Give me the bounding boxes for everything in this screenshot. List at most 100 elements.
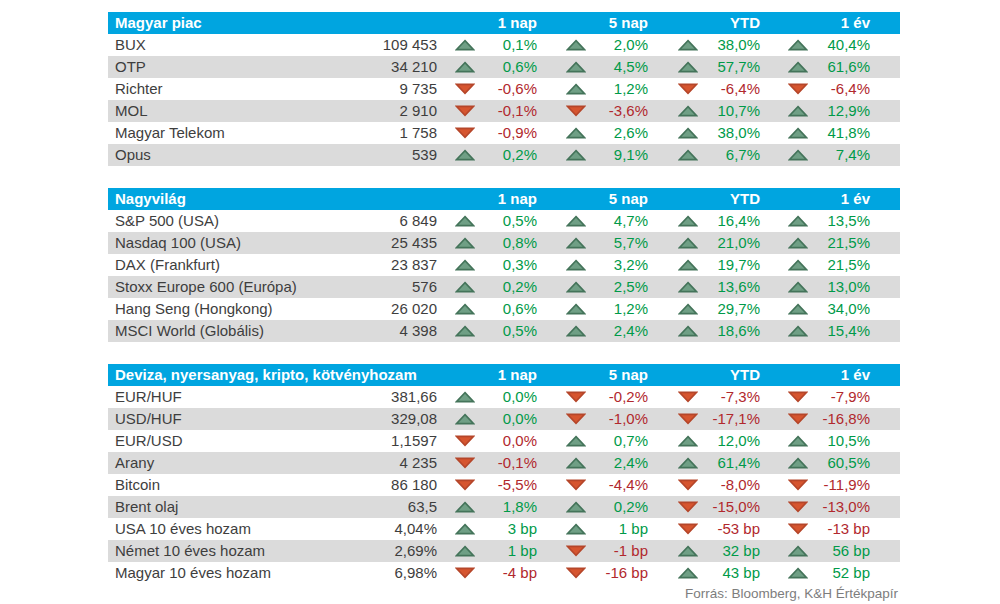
column-header: 5 nap <box>537 188 648 210</box>
change-cell: 9,1% <box>537 144 648 166</box>
change-value: 0,7% <box>586 430 648 452</box>
arrow-down-icon <box>788 523 808 535</box>
table-header-row: Deviza, nyersanyag, kripto, kötvényhozam… <box>108 364 900 386</box>
change-cell: -0,1% <box>437 452 537 474</box>
column-header: 1 nap <box>437 188 537 210</box>
table-row: Magyar 10 éves hozam6,98%-4 bp-16 bp43 b… <box>108 562 900 584</box>
column-header: 5 nap <box>537 364 648 386</box>
change-value: 0,5% <box>475 320 537 342</box>
arrow-up-icon <box>566 215 586 227</box>
change-value: 3,2% <box>586 254 648 276</box>
change-cell: 1 bp <box>537 518 648 540</box>
change-value: 0,2% <box>475 276 537 298</box>
change-value: 4,5% <box>586 56 648 78</box>
arrow-up-icon <box>788 127 808 139</box>
change-value: 0,1% <box>475 34 537 56</box>
change-cell: -1 bp <box>537 540 648 562</box>
arrow-up-icon <box>788 39 808 51</box>
change-cell: 38,0% <box>648 34 760 56</box>
row-label: DAX (Frankfurt) <box>108 254 348 276</box>
column-header: YTD <box>648 364 760 386</box>
arrow-up-icon <box>678 325 698 337</box>
arrow-up-icon <box>566 523 586 535</box>
change-cell: 21,0% <box>648 232 760 254</box>
change-value: 61,6% <box>808 56 870 78</box>
change-cell: 0,2% <box>437 276 537 298</box>
row-label: Opus <box>108 144 348 166</box>
arrow-up-icon <box>455 61 475 73</box>
row-value: 1,1597 <box>348 430 437 452</box>
arrow-up-icon <box>455 281 475 293</box>
change-value: 0,8% <box>475 232 537 254</box>
change-value: 1,2% <box>586 78 648 100</box>
column-header: 5 nap <box>537 12 648 34</box>
row-value: 23 837 <box>348 254 437 276</box>
change-cell: 0,0% <box>437 430 537 452</box>
change-value: -7,9% <box>808 386 870 408</box>
table-row: S&P 500 (USA)6 8490,5%4,7%16,4%13,5% <box>108 210 900 232</box>
row-label: Nasdaq 100 (USA) <box>108 232 348 254</box>
change-value: 1 bp <box>475 540 537 562</box>
table-row: Nasdaq 100 (USA)25 4350,8%5,7%21,0%21,5% <box>108 232 900 254</box>
change-cell: -0,2% <box>537 386 648 408</box>
arrow-up-icon <box>788 61 808 73</box>
row-label: EUR/USD <box>108 430 348 452</box>
change-value: 34,0% <box>808 298 870 320</box>
arrow-up-icon <box>788 259 808 271</box>
row-label: Brent olaj <box>108 496 348 518</box>
change-value: 61,4% <box>698 452 760 474</box>
change-cell: 12,9% <box>760 100 900 122</box>
change-cell: -8,0% <box>648 474 760 496</box>
change-value: 38,0% <box>698 34 760 56</box>
arrow-up-icon <box>455 39 475 51</box>
change-cell: 2,6% <box>537 122 648 144</box>
row-value: 329,08 <box>348 408 437 430</box>
row-value: 63,5 <box>348 496 437 518</box>
change-cell: 34,0% <box>760 298 900 320</box>
change-value: 43 bp <box>698 562 760 584</box>
change-value: 40,4% <box>808 34 870 56</box>
change-cell: 0,6% <box>437 298 537 320</box>
change-cell: -13 bp <box>760 518 900 540</box>
arrow-up-icon <box>455 501 475 513</box>
change-value: 0,0% <box>475 386 537 408</box>
row-label: MOL <box>108 100 348 122</box>
change-value: 10,5% <box>808 430 870 452</box>
row-value: 4 398 <box>348 320 437 342</box>
change-cell: -5,5% <box>437 474 537 496</box>
row-value: 6,98% <box>348 562 437 584</box>
change-cell: 0,2% <box>437 144 537 166</box>
arrow-down-icon <box>566 479 586 491</box>
change-value: 38,0% <box>698 122 760 144</box>
change-cell: 40,4% <box>760 34 900 56</box>
arrow-up-icon <box>455 303 475 315</box>
arrow-down-icon <box>566 567 586 579</box>
arrow-up-icon <box>678 545 698 557</box>
change-value: 13,6% <box>698 276 760 298</box>
arrow-up-icon <box>566 435 586 447</box>
table-row: Hang Seng (Hongkong)26 0200,6%1,2%29,7%3… <box>108 298 900 320</box>
row-label: USA 10 éves hozam <box>108 518 348 540</box>
arrow-down-icon <box>678 479 698 491</box>
row-label: USD/HUF <box>108 408 348 430</box>
change-value: -8,0% <box>698 474 760 496</box>
change-value: 13,5% <box>808 210 870 232</box>
change-value: -13,0% <box>808 496 870 518</box>
arrow-up-icon <box>566 457 586 469</box>
arrow-up-icon <box>678 215 698 227</box>
change-cell: 0,7% <box>537 430 648 452</box>
change-value: 5,7% <box>586 232 648 254</box>
arrow-up-icon <box>678 127 698 139</box>
row-value: 576 <box>348 276 437 298</box>
change-cell: 16,4% <box>648 210 760 232</box>
change-cell: 21,5% <box>760 232 900 254</box>
arrow-down-icon <box>678 391 698 403</box>
change-value: -7,3% <box>698 386 760 408</box>
arrow-down-icon <box>678 83 698 95</box>
change-value: 0,2% <box>475 144 537 166</box>
change-cell: -0,6% <box>437 78 537 100</box>
change-cell: 13,5% <box>760 210 900 232</box>
change-cell: -3,6% <box>537 100 648 122</box>
change-cell: 0,1% <box>437 34 537 56</box>
table-row: DAX (Frankfurt)23 8370,3%3,2%19,7%21,5% <box>108 254 900 276</box>
